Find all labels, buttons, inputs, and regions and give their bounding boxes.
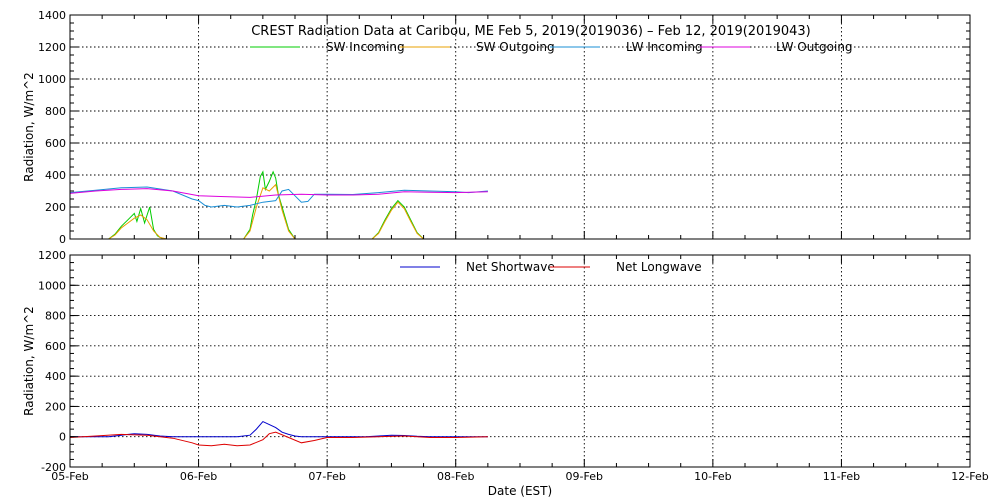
bottom-y-tick-label: 0 bbox=[59, 431, 66, 444]
bottom-y-tick-label: 200 bbox=[45, 400, 66, 413]
x-tick-label: 10-Feb bbox=[694, 470, 731, 483]
legend-label-sw-outgoing: SW Outgoing bbox=[476, 40, 555, 54]
x-tick-label: 11-Feb bbox=[823, 470, 860, 483]
bottom-y-tick-label: 1200 bbox=[38, 249, 66, 262]
top-y-axis-label: Radiation, W/m^2 bbox=[22, 72, 36, 182]
legend-label-lw-outgoing: LW Outgoing bbox=[776, 40, 853, 54]
bottom-panel: -200 0 200 400 600 800 1000 1200 Radiation, W/m^… bbox=[22, 249, 971, 474]
x-axis-label: Date (EST) bbox=[488, 484, 552, 498]
top-y-tick-label: 200 bbox=[45, 201, 66, 214]
chart-title: CREST Radiation Data at Caribou, ME Feb … bbox=[251, 24, 811, 39]
bottom-y-axis-label: Radiation, W/m^2 bbox=[22, 306, 36, 416]
x-tick-label: 07-Feb bbox=[308, 470, 345, 483]
bottom-y-tick-label: 400 bbox=[45, 370, 66, 383]
top-y-tick-label: 1200 bbox=[38, 41, 66, 54]
top-y-tick-label: 800 bbox=[45, 105, 66, 118]
x-tick-label: 12-Feb bbox=[951, 470, 988, 483]
series-line-sw-outgoing bbox=[108, 183, 424, 240]
legend-label-net-shortwave: Net Shortwave bbox=[466, 260, 555, 274]
x-tick-label: 08-Feb bbox=[437, 470, 474, 483]
top-y-tick-label: 1400 bbox=[38, 9, 66, 22]
x-tick-label: 05-Feb bbox=[51, 470, 88, 483]
top-y-tick-label: 600 bbox=[45, 137, 66, 150]
x-tick-label: 06-Feb bbox=[180, 470, 217, 483]
bottom-y-tick-label: 600 bbox=[45, 340, 66, 353]
legend-label-lw-incoming: LW Incoming bbox=[626, 40, 703, 54]
series-line-net-shortwave bbox=[70, 420, 488, 438]
bottom-y-tick-label: -200 bbox=[41, 461, 66, 474]
x-tick-label: 09-Feb bbox=[566, 470, 603, 483]
legend-label-net-longwave: Net Longwave bbox=[616, 260, 702, 274]
series-line-lw-incoming bbox=[69, 186, 488, 208]
series-line-lw-outgoing bbox=[69, 188, 488, 198]
top-y-tick-label: 400 bbox=[45, 169, 66, 182]
legend-label-sw-incoming: SW Incoming bbox=[326, 40, 405, 54]
series-line-net-longwave bbox=[69, 431, 488, 447]
bottom-y-tick-label: 1000 bbox=[38, 279, 66, 292]
top-panel: 0 200 400 600 800 1000 1200 1400 Radiation, W/m^… bbox=[22, 9, 971, 246]
top-y-tick-label: 0 bbox=[59, 233, 66, 246]
bottom-axes-frame bbox=[69, 254, 971, 468]
series-line-sw-incoming bbox=[108, 170, 424, 240]
top-y-tick-label: 1000 bbox=[38, 73, 66, 86]
bottom-y-tick-label: 800 bbox=[45, 310, 66, 323]
